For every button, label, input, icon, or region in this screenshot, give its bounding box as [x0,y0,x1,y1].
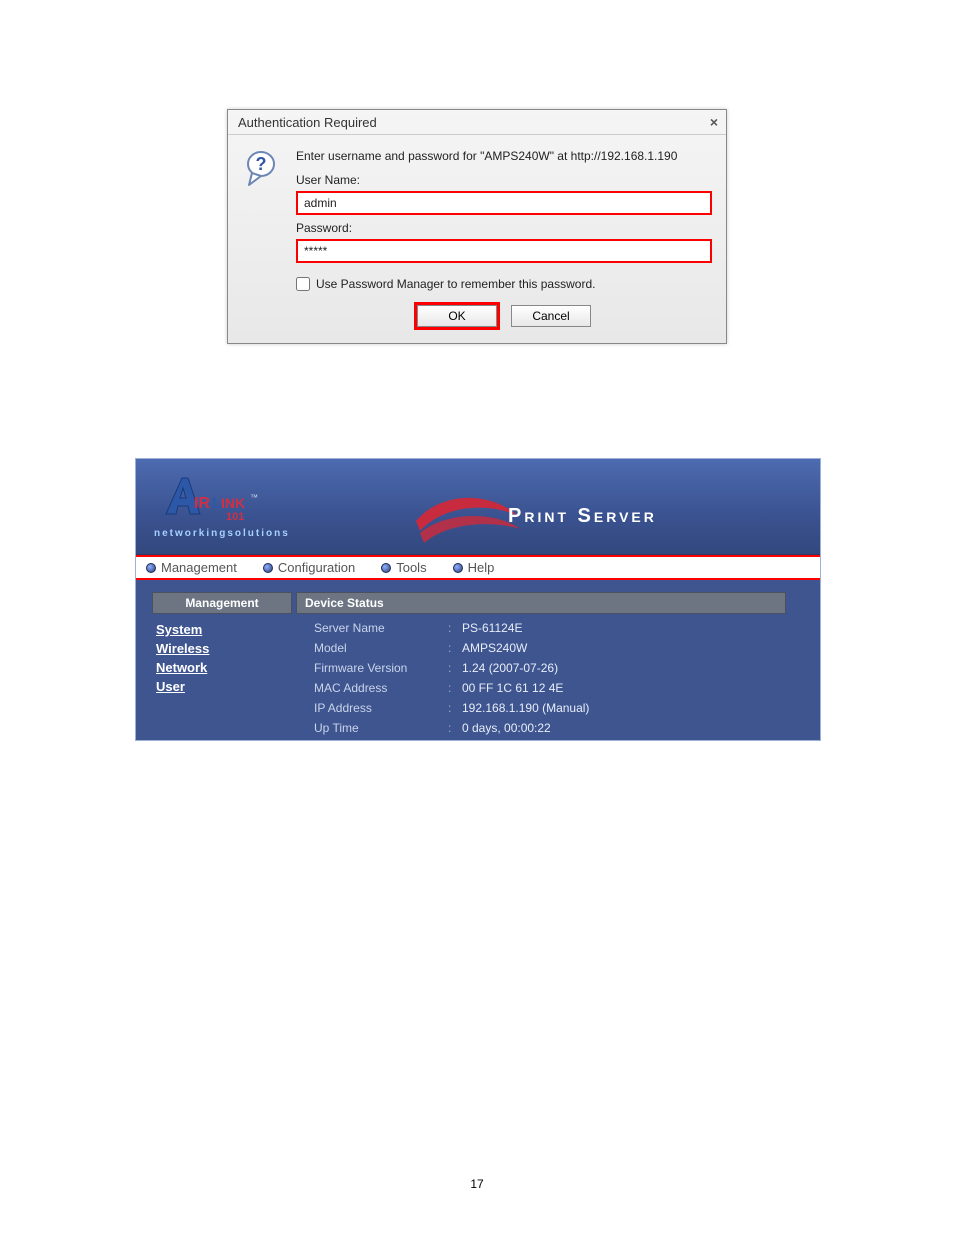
main-content: Device Status Server Name : PS-61124E Mo… [296,592,820,738]
password-label: Password: [296,221,712,235]
remember-row: Use Password Manager to remember this pa… [296,277,712,291]
tab-management[interactable]: Management [146,560,237,575]
nav-label: Configuration [278,560,355,575]
print-server-panel: IR L INK ™ 101 networkingsolutions Print… [135,458,821,741]
nav-label: Tools [396,560,426,575]
bullet-icon [146,563,156,573]
airlink-logo-icon: IR L INK ™ 101 [154,474,274,524]
value: AMPS240W [462,641,527,655]
sidebar-item-user[interactable]: User [152,677,296,696]
sidebar-item-wireless[interactable]: Wireless [152,639,296,658]
bullet-icon [381,563,391,573]
remember-label: Use Password Manager to remember this pa… [316,277,595,291]
panel-title: Print Server [508,505,657,528]
auth-buttons: OK Cancel [296,305,712,327]
content-area: Management System Wireless Network User … [136,580,820,740]
value: 192.168.1.190 (Manual) [462,701,589,715]
nav-label: Help [468,560,495,575]
key: IP Address [314,701,448,715]
row-firmware: Firmware Version : 1.24 (2007-07-26) [296,658,820,678]
auth-dialog: Authentication Required × ? Enter userna… [227,109,727,344]
nav-label: Management [161,560,237,575]
separator: : [448,641,462,655]
key: Firmware Version [314,661,448,675]
svg-text:IR: IR [194,495,210,512]
svg-text:?: ? [256,154,267,174]
row-mac: MAC Address : 00 FF 1C 61 12 4E [296,678,820,698]
row-model: Model : AMPS240W [296,638,820,658]
main-header: Device Status [296,592,786,614]
value: PS-61124E [462,621,523,635]
auth-titlebar: Authentication Required × [228,110,726,135]
auth-fields: Enter username and password for "AMPS240… [296,149,712,327]
bullet-icon [453,563,463,573]
value: 1.24 (2007-07-26) [462,661,558,675]
key: Model [314,641,448,655]
logo-block: IR L INK ™ 101 networkingsolutions [154,474,290,539]
value: 00 FF 1C 61 12 4E [462,681,563,695]
username-label: User Name: [296,173,712,187]
svg-text:101: 101 [226,511,244,523]
auth-title: Authentication Required [238,115,377,130]
svg-text:™: ™ [250,493,258,502]
remember-checkbox[interactable] [296,277,310,291]
nav-bar: Management Configuration Tools Help [136,555,820,580]
logo-tagline: networkingsolutions [154,528,290,539]
key: MAC Address [314,681,448,695]
separator: : [448,661,462,675]
separator: : [448,681,462,695]
separator: : [448,701,462,715]
bullet-icon [263,563,273,573]
sidebar: Management System Wireless Network User [136,592,296,738]
tab-configuration[interactable]: Configuration [263,560,355,575]
cancel-button[interactable]: Cancel [511,305,591,327]
tab-help[interactable]: Help [453,560,495,575]
separator: : [448,621,462,635]
close-icon[interactable]: × [710,114,718,130]
password-field[interactable] [296,239,712,263]
auth-message: Enter username and password for "AMPS240… [296,149,712,163]
key: Server Name [314,621,448,635]
ok-button[interactable]: OK [417,305,497,327]
row-server-name: Server Name : PS-61124E [296,618,820,638]
auth-body: ? Enter username and password for "AMPS2… [228,135,726,343]
panel-title-block: Print Server [406,481,657,551]
page-number: 17 [0,1177,954,1191]
row-ip: IP Address : 192.168.1.190 (Manual) [296,698,820,718]
sidebar-item-system[interactable]: System [152,620,296,639]
svg-text:INK: INK [221,495,245,511]
value: 0 days, 00:00:22 [462,721,551,735]
sidebar-item-network[interactable]: Network [152,658,296,677]
sidebar-header: Management [152,592,292,614]
username-field[interactable] [296,191,712,215]
row-uptime: Up Time : 0 days, 00:00:22 [296,718,820,738]
panel-header: IR L INK ™ 101 networkingsolutions Print… [136,459,820,555]
question-icon: ? [242,149,282,327]
key: Up Time [314,721,448,735]
separator: : [448,721,462,735]
tab-tools[interactable]: Tools [381,560,426,575]
